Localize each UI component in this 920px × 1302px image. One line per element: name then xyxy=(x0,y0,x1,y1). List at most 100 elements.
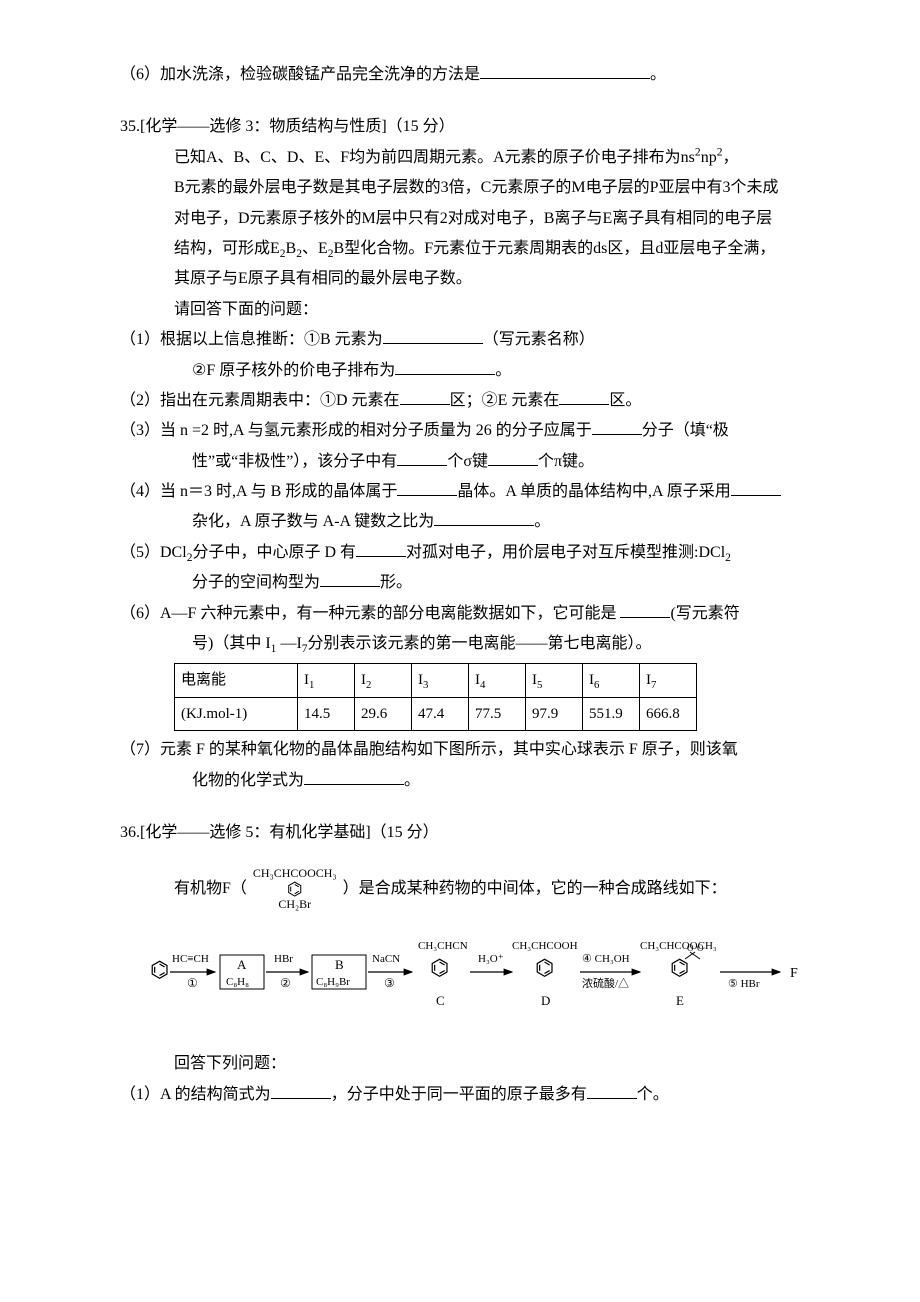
txt: （5）DCl xyxy=(120,544,187,561)
txt: （1）根据以上信息推断：①B 元素为 xyxy=(120,331,383,348)
q35-p1-line2: ②F 原子核外的价电子排布为。 xyxy=(120,356,920,386)
q36-answer-lead: 回答下列问题： xyxy=(120,1049,920,1079)
txt: （1）A 的结构简式为 xyxy=(120,1086,271,1103)
txt: ，分子中处于同一平面的原子最多有 xyxy=(331,1086,587,1103)
txt: 。 xyxy=(534,513,550,530)
txt: 对孤对电子，用价层电子对互斥模型推测:DCl xyxy=(406,544,725,561)
q35-p1-line1: （1）根据以上信息推断：①B 元素为（写元素名称） xyxy=(120,325,920,355)
blank xyxy=(397,450,447,466)
txt: 。 xyxy=(404,772,420,789)
q35-intro-1a: 已知A、B、C、D、E、F均为前四周期元素。A元素的原子价电子排布为ns xyxy=(174,149,695,166)
svg-text:O: O xyxy=(687,943,694,953)
blank xyxy=(592,419,642,435)
svg-text:⌬: ⌬ xyxy=(430,955,449,980)
d-top: CH₃CHCOOH xyxy=(512,940,578,952)
q34-p6-blank xyxy=(480,63,650,79)
txt: 性”或“非极性”），该分子中有 xyxy=(192,453,397,470)
txt: 区。 xyxy=(609,392,641,409)
table-row-values: (KJ.mol-1) 14.5 29.6 47.4 77.5 97.9 551.… xyxy=(175,697,697,731)
q35-p5-line1: （5）DCl2分子中，中心原子 D 有对孤对电子，用价层电子对互斥模型推测:DC… xyxy=(120,538,920,568)
th: I1 xyxy=(298,664,355,698)
th: I5 xyxy=(526,664,583,698)
label-f: F xyxy=(790,966,798,981)
q36-p1: （1）A 的结构简式为 ，分子中处于同一平面的原子最多有 个。 xyxy=(120,1080,920,1110)
arrow3-top: NaCN xyxy=(372,953,400,965)
box-b-sub: C₈H₉Br xyxy=(316,976,350,988)
benzene-icon: ⌬ xyxy=(287,879,303,899)
txt: 、E xyxy=(302,240,328,257)
txt: （4）当 n＝3 时,A 与 B 形成的晶体属于 xyxy=(120,483,397,500)
txt: 。 xyxy=(495,362,511,379)
q36-line1: 有机物F（ CH₃CHCOOCH₃ ⌬ CH₂Br ）是合成某种药物的中间体，它… xyxy=(120,867,920,912)
q36-heading: 36.[化学——选修 5：有机化学基础]（15 分） xyxy=(120,818,910,848)
txt: (写元素符 xyxy=(670,605,739,622)
txt: B型化合物。F元素位于元素周期表的ds区，且d亚层电子全满， xyxy=(334,240,776,257)
td: 14.5 xyxy=(298,697,355,731)
blank xyxy=(400,389,450,405)
q35-p2: （2）指出在元素周期表中：①D 元素在 区；②E 元素在 区。 xyxy=(120,386,920,416)
td: 29.6 xyxy=(355,697,412,731)
q35-p7-line2: 化物的化学式为。 xyxy=(120,766,910,796)
q34-p6-suffix: 。 xyxy=(650,66,666,83)
c-top: CH₃CHCN xyxy=(418,940,468,952)
arrow1-bot: ① xyxy=(187,976,198,990)
txt: 分子中，中心原子 D 有 xyxy=(192,544,356,561)
svg-text:O: O xyxy=(697,943,704,953)
txt: 分子的空间构型为 xyxy=(192,574,320,591)
td-label: (KJ.mol-1) xyxy=(175,697,298,731)
q35-p4-line2: 杂化，A 原子数与 A-A 键数之比为 。 xyxy=(120,507,920,537)
e-top: CH₃CHCOOCH₃ xyxy=(640,940,717,952)
txt: 个π键。 xyxy=(538,453,594,470)
txt: （6）A—F 六种元素中，有一种元素的部分电离能数据如下，它可能是 xyxy=(120,605,620,622)
txt: （2）指出在元素周期表中：①D 元素在 xyxy=(120,392,400,409)
txt: 杂化，A 原子数与 A-A 键数之比为 xyxy=(192,513,434,530)
arrow1-top: HC≡CH xyxy=(172,953,209,965)
unit-cell-icon xyxy=(910,735,920,855)
txt: 晶体。A 单质的晶体结构中,A 原子采用 xyxy=(457,483,730,500)
blank xyxy=(587,1083,637,1099)
q35-p6-line1: （6）A—F 六种元素中，有一种元素的部分电离能数据如下，它可能是 (写元素符 xyxy=(120,599,920,629)
svg-text:⌬: ⌬ xyxy=(670,955,689,980)
th: I6 xyxy=(583,664,640,698)
compound-bot: CH₂Br xyxy=(278,897,311,911)
table-row-head: 电离能 I1 I2 I3 I4 I5 I6 I7 xyxy=(175,664,697,698)
compound-top: CH₃CHCOOCH₃ xyxy=(253,866,337,880)
arrow2-top: HBr xyxy=(274,953,293,965)
q35-p4-line1: （4）当 n＝3 时,A 与 B 形成的晶体属于 晶体。A 单质的晶体结构中,A … xyxy=(120,477,920,507)
q35-p5-line2: 分子的空间构型为形。 xyxy=(120,568,920,598)
th: I4 xyxy=(469,664,526,698)
blank xyxy=(559,389,609,405)
compound-f-structure: CH₃CHCOOCH₃ ⌬ CH₂Br xyxy=(251,867,339,912)
txt: 分子（填“极 xyxy=(642,422,729,439)
scheme-icon: ⌬ HC≡CH ① A C₈H₈ HBr ② B C₈H₉Br NaCN ③ C… xyxy=(140,917,820,1027)
blank xyxy=(320,571,380,587)
synthesis-scheme: ⌬ HC≡CH ① A C₈H₈ HBr ② B C₈H₉Br NaCN ③ C… xyxy=(140,917,920,1027)
q35-intro-2: B元素的最外层电子数是其电子层数的3倍，C元素原子的M电子层的P亚层中有3个未成 xyxy=(120,173,920,203)
q34-p6: （6）加水洗涤，检验碳酸锰产品完全洗净的方法是。 xyxy=(120,60,920,90)
blank xyxy=(731,480,781,496)
txt: 区；②E 元素在 xyxy=(450,392,560,409)
txt: —I xyxy=(276,635,301,652)
blank xyxy=(395,358,495,374)
blank xyxy=(304,769,404,785)
arrow5-bot: 浓硫酸/△ xyxy=(582,976,629,990)
td: 97.9 xyxy=(526,697,583,731)
box-a-sub: C₈H₈ xyxy=(226,976,249,988)
q35-p7-text: （7）元素 F 的某种氧化物的晶体晶胞结构如下图所示，其中实心球表示 F 原子，… xyxy=(120,735,910,848)
q35-heading: 35.[化学——选修 3：物质结构与性质]（15 分） xyxy=(120,112,920,142)
blank xyxy=(397,480,457,496)
q35-p3-line1: （3）当 n =2 时,A 与氢元素形成的相对分子质量为 26 的分子应属于 分子… xyxy=(120,416,920,446)
th: I2 xyxy=(355,664,412,698)
q35-intro-1b: np xyxy=(701,149,717,166)
td: 666.8 xyxy=(640,697,697,731)
q35-intro-3: 对电子，D元素原子核外的M层中只有2对成对电子，B离子与E离子具有相同的电子层 xyxy=(120,204,920,234)
txt: 分别表示该元素的第一电离能——第七电离能）。 xyxy=(308,635,652,652)
blank xyxy=(356,541,406,557)
label-d: D xyxy=(541,993,550,1008)
arrow4-top: H₃O⁺ xyxy=(478,953,504,965)
q35-intro-4: 结构，可形成E2B2、E2B型化合物。F元素位于元素周期表的ds区，且d亚层电子… xyxy=(120,234,920,264)
td: 47.4 xyxy=(412,697,469,731)
txt: 个。 xyxy=(637,1086,669,1103)
label-e: E xyxy=(676,993,684,1008)
txt: （3）当 n =2 时,A 与氢元素形成的相对分子质量为 26 的分子应属于 xyxy=(120,422,592,439)
